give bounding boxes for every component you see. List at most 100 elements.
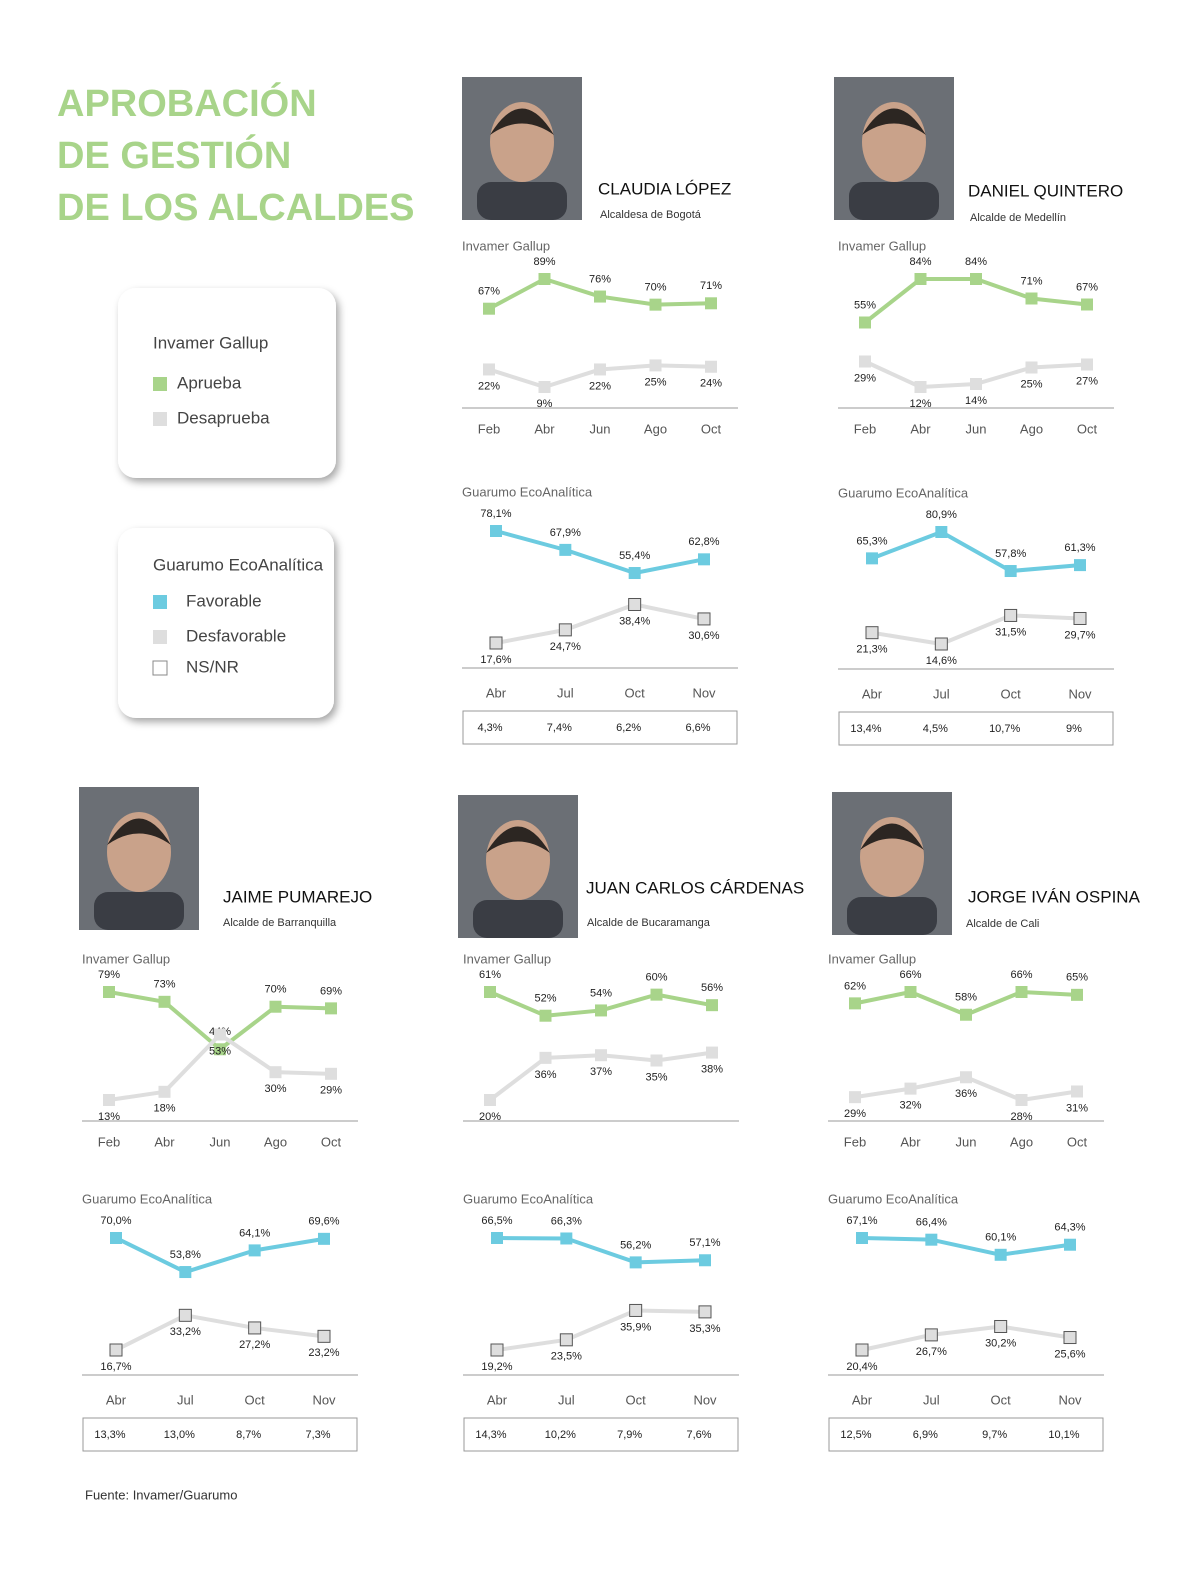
x-tick-label: Nov [1068, 686, 1092, 701]
point [697, 612, 711, 626]
chart-title: Invamer Gallup [463, 951, 551, 966]
legend-swatch [153, 412, 167, 426]
point [628, 567, 641, 580]
point [484, 1094, 496, 1106]
point [994, 1319, 1008, 1333]
photo-body [849, 182, 939, 220]
data-label: 60% [645, 972, 667, 984]
data-label: 71% [700, 280, 722, 292]
point [214, 1028, 226, 1041]
title-line: APROBACIÓN [57, 81, 317, 125]
ns-value: 9,7% [982, 1429, 1007, 1441]
data-label: 29% [844, 1108, 866, 1120]
point [628, 597, 642, 611]
point [698, 553, 710, 566]
legend-label: Desaprueba [177, 408, 270, 427]
data-label: 25% [644, 376, 666, 388]
point [970, 273, 982, 285]
point [650, 1054, 663, 1067]
x-tick-label: Feb [854, 421, 876, 436]
data-label: 38% [701, 1063, 723, 1075]
x-tick-label: Oct [701, 421, 722, 436]
legend-swatch [152, 660, 168, 676]
point [706, 999, 718, 1012]
x-tick-label: Abr [852, 1392, 873, 1407]
point [914, 381, 927, 393]
point [1015, 1094, 1028, 1106]
ns-box [838, 711, 1114, 746]
point [491, 1232, 503, 1244]
data-label: 24% [700, 378, 722, 390]
data-label: 14% [965, 395, 987, 407]
ns-value: 10,7% [989, 723, 1020, 735]
point [178, 1308, 192, 1322]
data-label: 20,4% [846, 1361, 877, 1373]
photo-hair [862, 108, 926, 135]
data-label: 80,9% [926, 509, 957, 521]
point [866, 552, 878, 565]
point [629, 1303, 643, 1317]
data-label: 73% [153, 979, 175, 991]
point [318, 1232, 330, 1245]
series-line [861, 1324, 1071, 1352]
data-label: 25% [1020, 378, 1042, 390]
series-line [115, 1313, 325, 1352]
data-label: 24,7% [550, 641, 581, 653]
point [325, 1002, 337, 1015]
point [650, 988, 663, 1001]
point [705, 360, 717, 373]
point [248, 1321, 262, 1335]
mayor-role: Alcalde de Medellín [970, 212, 1066, 224]
point [855, 1343, 869, 1357]
point [109, 1343, 123, 1357]
data-label: 71% [1020, 275, 1042, 287]
point [269, 1000, 282, 1013]
point [539, 1009, 552, 1022]
x-tick-label: Nov [1058, 1392, 1082, 1407]
data-label: 21,3% [856, 644, 887, 656]
point [934, 637, 948, 651]
data-label: 57,1% [689, 1237, 720, 1249]
series-line [495, 602, 705, 645]
legend-swatch [153, 630, 167, 644]
data-label: 30% [264, 1083, 286, 1095]
data-label: 67,1% [846, 1215, 877, 1227]
data-label: 32% [899, 1100, 921, 1112]
data-label: 12% [909, 398, 931, 410]
legend-box [118, 288, 336, 478]
data-label: 70% [644, 282, 666, 294]
data-label: 18% [153, 1103, 175, 1115]
point [484, 986, 496, 998]
x-tick-label: Jul [557, 685, 574, 700]
photo-hair [107, 818, 171, 845]
x-tick-label: Abr [154, 1134, 175, 1149]
photo-body [477, 182, 567, 220]
chart-title: Guarumo EcoAnalítica [462, 484, 593, 499]
point [859, 316, 871, 329]
point [859, 355, 871, 368]
ns-box [82, 1417, 358, 1452]
ns-value: 10,1% [1048, 1429, 1079, 1441]
data-label: 36% [955, 1088, 977, 1100]
mayor-role: Alcalde de Barranquilla [223, 917, 337, 929]
series-line [496, 1236, 706, 1265]
x-tick-label: Oct [321, 1134, 342, 1149]
point [248, 1244, 261, 1257]
point [914, 273, 927, 285]
data-label: 62,8% [688, 536, 719, 548]
x-tick-label: Jul [923, 1392, 940, 1407]
point [925, 1233, 938, 1246]
photo-body [847, 897, 937, 935]
series-line [863, 277, 1088, 325]
data-label: 22% [589, 380, 611, 392]
point [994, 1248, 1007, 1261]
data-label: 33,2% [170, 1326, 201, 1338]
x-tick-label: Jun [590, 421, 611, 436]
x-tick-label: Jun [210, 1134, 231, 1149]
legend-label: Aprueba [177, 373, 242, 392]
data-label: 52% [534, 993, 556, 1005]
point [649, 359, 662, 372]
point [1081, 298, 1093, 311]
point [865, 626, 879, 640]
point [158, 1085, 171, 1098]
